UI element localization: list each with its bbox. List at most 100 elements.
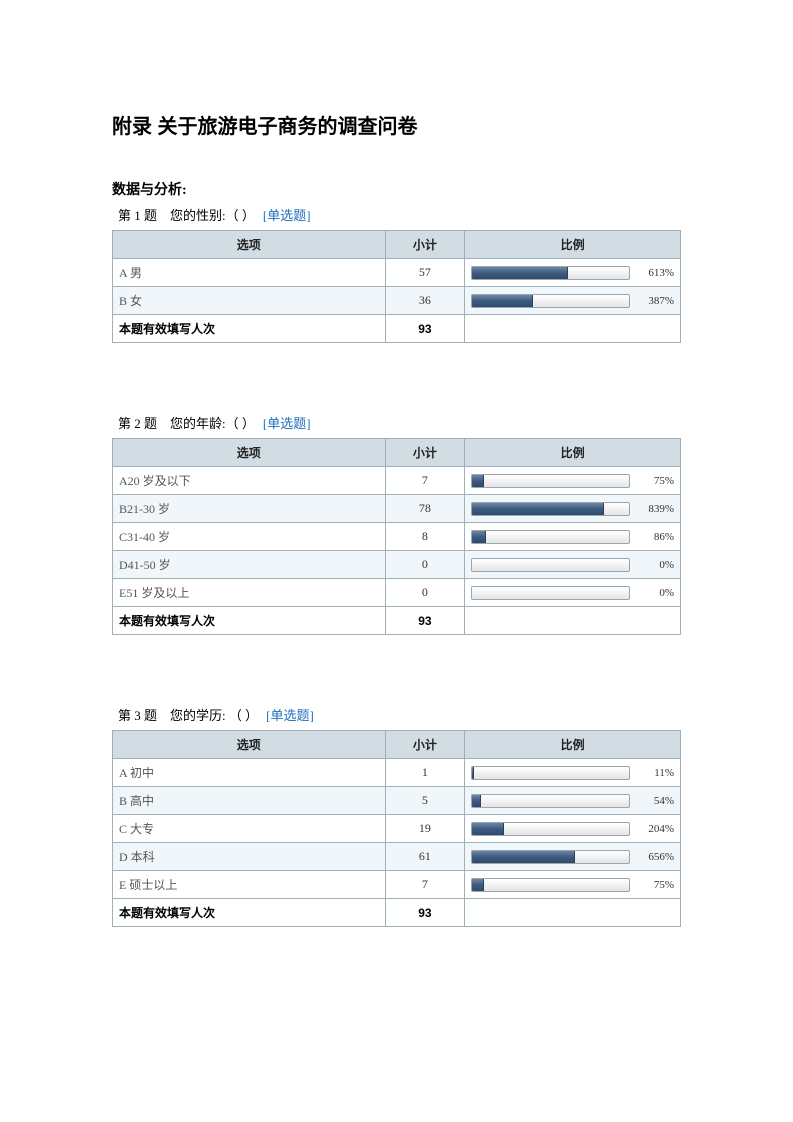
table-header-ratio: 比例: [465, 731, 681, 759]
bar-wrap: 387%: [471, 294, 674, 308]
total-row: 本题有效填写人次93: [113, 899, 681, 927]
table-row: A20 岁及以下775%: [113, 467, 681, 495]
bar-wrap: 86%: [471, 530, 674, 544]
table-header-count: 小计: [385, 231, 465, 259]
bar-percent-label: 75%: [636, 879, 674, 891]
bar-wrap: 656%: [471, 850, 674, 864]
table-row: B 女36 387%: [113, 287, 681, 315]
option-label: A20 岁及以下: [113, 467, 386, 495]
bar-percent-label: 54%: [636, 795, 674, 807]
question-type-tag: [单选题]: [263, 416, 311, 431]
bar-wrap: 54%: [471, 794, 674, 808]
questions-container: 第 1 题 您的性别:（ ）[单选题]选项小计比例A 男57613%B 女363…: [112, 205, 681, 927]
option-count: 0: [385, 579, 465, 607]
option-label: E 硕士以上: [113, 871, 386, 899]
question-title: 第 2 题 您的年龄:（ ） [单选题]: [118, 413, 681, 432]
ratio-cell: 0%: [465, 551, 681, 579]
total-ratio-empty: [465, 315, 681, 343]
table-header-option: 选项: [113, 231, 386, 259]
ratio-cell: 75%: [465, 467, 681, 495]
question-title: 第 3 题 您的学历: （ ） [单选题]: [118, 705, 681, 724]
total-count: 93: [385, 607, 465, 635]
table-row: D41-50 岁0 0%: [113, 551, 681, 579]
table-header-ratio: 比例: [465, 231, 681, 259]
question-text: 您的性别:（ ）: [170, 208, 255, 223]
option-count: 78: [385, 495, 465, 523]
question-type-tag: [单选题]: [263, 208, 311, 223]
option-count: 0: [385, 551, 465, 579]
question-number: 第 3 题: [118, 708, 157, 723]
bar-track: [471, 502, 630, 516]
table-row: E51 岁及以上0 0%: [113, 579, 681, 607]
ratio-cell: 204%: [465, 815, 681, 843]
bar-fill: [472, 267, 568, 279]
bar-fill: [472, 503, 604, 515]
total-ratio-empty: [465, 899, 681, 927]
option-label: B 女: [113, 287, 386, 315]
bar-track: [471, 794, 630, 808]
table-row: E 硕士以上775%: [113, 871, 681, 899]
question-text: 您的学历: （ ）: [170, 708, 258, 723]
table-row: C31-40 岁886%: [113, 523, 681, 551]
option-label: C 大专: [113, 815, 386, 843]
bar-percent-label: 11%: [636, 767, 674, 779]
ratio-cell: 86%: [465, 523, 681, 551]
bar-wrap: 11%: [471, 766, 674, 780]
option-label: A 男: [113, 259, 386, 287]
bar-percent-label: 613%: [636, 267, 674, 279]
table-header-count: 小计: [385, 439, 465, 467]
bar-track: [471, 266, 630, 280]
total-count: 93: [385, 315, 465, 343]
ratio-cell: 11%: [465, 759, 681, 787]
ratio-cell: 656%: [465, 843, 681, 871]
table-row: A 男57613%: [113, 259, 681, 287]
total-ratio-empty: [465, 607, 681, 635]
bar-percent-label: 0%: [636, 587, 674, 599]
survey-table: 选项小计比例A 男57613%B 女36 387% 本题有效填写人次93: [112, 230, 681, 343]
option-count: 1: [385, 759, 465, 787]
table-row: D 本科61656%: [113, 843, 681, 871]
bar-wrap: 613%: [471, 266, 674, 280]
bar-track: [471, 474, 630, 488]
bar-track: [471, 586, 630, 600]
section-label: 数据与分析:: [112, 179, 681, 199]
survey-table: 选项小计比例A 初中111%B 高中554%C 大专19204%D 本科6165…: [112, 730, 681, 927]
table-header-count: 小计: [385, 731, 465, 759]
bar-track: [471, 558, 630, 572]
option-count: 7: [385, 467, 465, 495]
total-label: 本题有效填写人次: [113, 607, 386, 635]
question-block: 第 1 题 您的性别:（ ） [单选题] 选项小计比例A 男57613%B 女36 3…: [112, 205, 681, 343]
bar-percent-label: 86%: [636, 531, 674, 543]
ratio-cell: 387%: [465, 287, 681, 315]
option-label: A 初中: [113, 759, 386, 787]
ratio-cell: 54%: [465, 787, 681, 815]
bar-fill: [472, 795, 480, 807]
option-count: 36: [385, 287, 465, 315]
bar-track: [471, 822, 630, 836]
option-count: 19: [385, 815, 465, 843]
table-row: C 大专19 204%: [113, 815, 681, 843]
question-text: 您的年龄:（ ）: [170, 416, 255, 431]
survey-table: 选项小计比例A20 岁及以下775%B21-30 岁78839%C31-40 岁…: [112, 438, 681, 635]
option-label: B21-30 岁: [113, 495, 386, 523]
bar-track: [471, 850, 630, 864]
bar-wrap: 0%: [471, 558, 674, 572]
bar-wrap: 204%: [471, 822, 674, 836]
bar-fill: [472, 475, 484, 487]
table-header-option: 选项: [113, 439, 386, 467]
option-label: C31-40 岁: [113, 523, 386, 551]
question-type-tag: [单选题]: [266, 708, 314, 723]
table-header-option: 选项: [113, 731, 386, 759]
bar-track: [471, 766, 630, 780]
question-number: 第 1 题: [118, 208, 157, 223]
total-row: 本题有效填写人次93: [113, 315, 681, 343]
question-number: 第 2 题: [118, 416, 157, 431]
bar-percent-label: 204%: [636, 823, 674, 835]
bar-track: [471, 294, 630, 308]
option-label: D41-50 岁: [113, 551, 386, 579]
total-label: 本题有效填写人次: [113, 315, 386, 343]
ratio-cell: 0%: [465, 579, 681, 607]
option-label: E51 岁及以上: [113, 579, 386, 607]
bar-wrap: 0%: [471, 586, 674, 600]
bar-fill: [472, 531, 485, 543]
